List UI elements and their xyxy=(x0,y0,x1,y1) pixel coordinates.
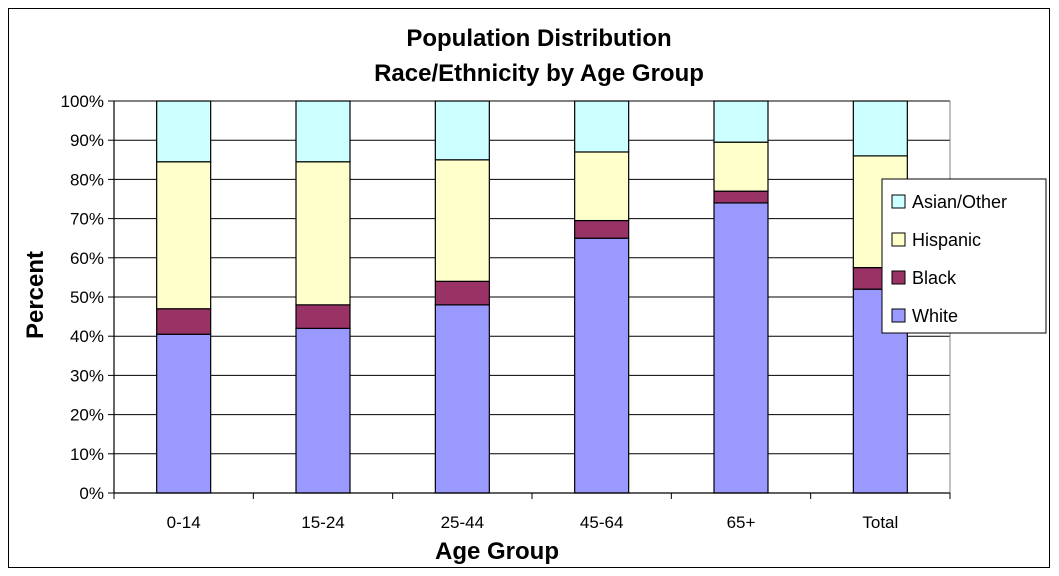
bar-black-65+ xyxy=(713,190,769,204)
y-tick-label: 10% xyxy=(70,445,104,464)
bar-white-45-64 xyxy=(574,237,630,494)
y-tick-label: 100% xyxy=(61,92,104,111)
bar-asian-other-65+ xyxy=(713,100,769,143)
bar-black-0-14 xyxy=(156,308,212,335)
y-tick-label: 30% xyxy=(70,366,104,385)
x-axis-title: Age Group xyxy=(435,538,559,565)
bar-hispanic-25-44 xyxy=(434,159,490,282)
y-tick-label: 90% xyxy=(70,131,104,150)
x-tick-label: Total xyxy=(862,513,898,532)
bar-black-15-24 xyxy=(295,304,351,329)
bar-hispanic-45-64 xyxy=(574,151,630,222)
legend-swatch-black xyxy=(891,270,906,285)
legend-swatch-asian-other xyxy=(891,194,906,209)
legend-swatch-white xyxy=(891,308,906,323)
bar-black-45-64 xyxy=(574,219,630,239)
axes: 0% 10% 20% 30% 40% 50% 60% 70% 80% 90% 100% 0-14 15-… xyxy=(61,92,951,532)
chart-title: Population Distribution xyxy=(406,25,671,52)
y-tick-label: 50% xyxy=(70,288,104,307)
chart-frame: Population Distribution Race/Ethnicity b… xyxy=(8,8,1050,568)
legend: Asian/Other Hispanic Black White xyxy=(881,178,1047,334)
bar-asian-other-25-44 xyxy=(434,100,490,161)
y-tick-label: 0% xyxy=(79,484,104,503)
bar-asian-other-15-24 xyxy=(295,100,351,163)
y-tick-label: 40% xyxy=(70,327,104,346)
x-tick-label: 15-24 xyxy=(301,513,344,532)
bar-hispanic-0-14 xyxy=(156,161,212,310)
bar-hispanic-15-24 xyxy=(295,161,351,306)
x-tick-label: 45-64 xyxy=(580,513,623,532)
gridlines xyxy=(114,100,950,455)
x-tick-label: 0-14 xyxy=(167,513,201,532)
legend-label-hispanic: Hispanic xyxy=(912,230,981,250)
x-tick-label: 25-44 xyxy=(441,513,484,532)
bar-white-25-44 xyxy=(434,304,490,494)
y-tick-label: 20% xyxy=(70,406,104,425)
chart-canvas: Population Distribution Race/Ethnicity b… xyxy=(22,25,1047,565)
chart-subtitle: Race/Ethnicity by Age Group xyxy=(374,60,704,87)
bar-asian-other-Total xyxy=(852,100,908,157)
legend-box xyxy=(881,178,1047,334)
y-tick-label: 80% xyxy=(70,170,104,189)
y-tick-label: 70% xyxy=(70,210,104,229)
bar-white-0-14 xyxy=(156,333,212,494)
bar-hispanic-65+ xyxy=(713,141,769,192)
bar-asian-other-45-64 xyxy=(574,100,630,153)
bar-white-15-24 xyxy=(295,327,351,494)
y-tick-label: 60% xyxy=(70,249,104,268)
x-tick-label: 65+ xyxy=(727,513,756,532)
legend-label-asian-other: Asian/Other xyxy=(912,192,1007,212)
bar-asian-other-0-14 xyxy=(156,100,212,163)
legend-label-white: White xyxy=(912,306,958,326)
y-axis-title: Percent xyxy=(22,251,49,339)
bar-black-25-44 xyxy=(434,280,490,306)
legend-swatch-hispanic xyxy=(891,232,906,247)
legend-label-black: Black xyxy=(912,268,957,288)
bars xyxy=(156,100,908,494)
bar-white-65+ xyxy=(713,202,769,494)
